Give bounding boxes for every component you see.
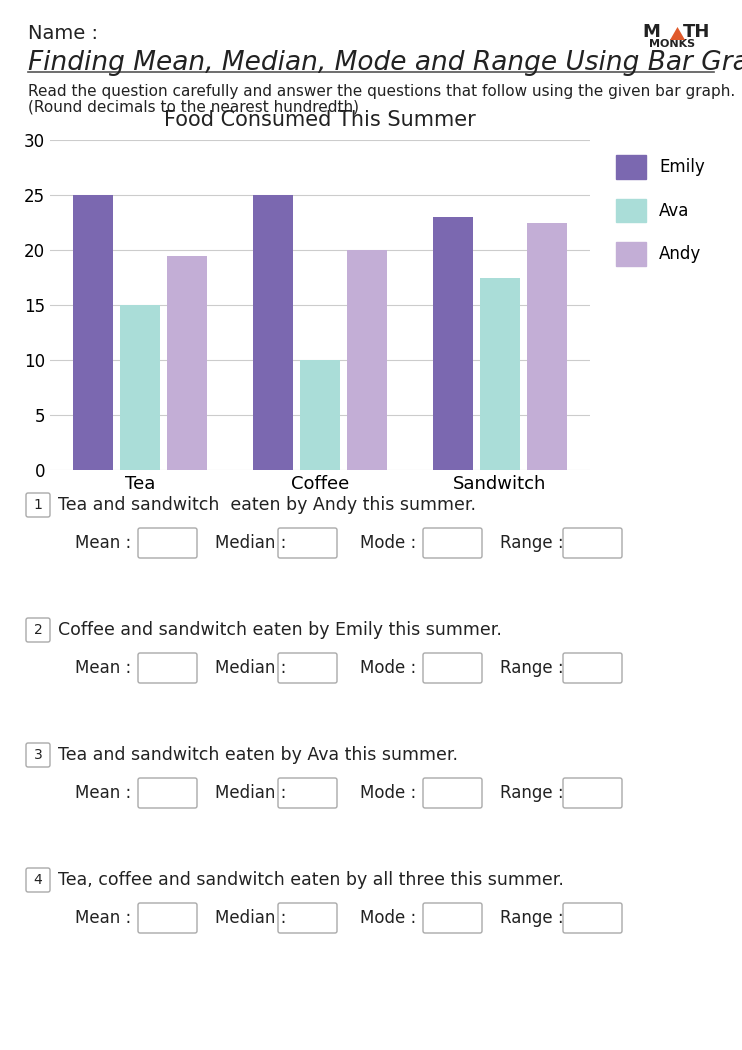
Text: Range :: Range :: [500, 659, 564, 677]
Text: Median :: Median :: [215, 784, 286, 802]
Text: Tea and sandwitch eaten by Ava this summer.: Tea and sandwitch eaten by Ava this summ…: [58, 746, 458, 764]
Text: Mean :: Mean :: [75, 534, 131, 552]
Text: Mean :: Mean :: [75, 909, 131, 927]
FancyBboxPatch shape: [563, 653, 622, 682]
FancyBboxPatch shape: [138, 778, 197, 808]
Polygon shape: [670, 27, 685, 40]
Title: Food Consumed This Summer: Food Consumed This Summer: [164, 110, 476, 130]
Text: Mode :: Mode :: [360, 659, 416, 677]
Bar: [480, 277, 520, 470]
Text: Name :: Name :: [28, 24, 98, 43]
FancyBboxPatch shape: [26, 868, 50, 892]
Bar: [254, 195, 293, 470]
Text: Median :: Median :: [215, 534, 286, 552]
FancyBboxPatch shape: [138, 528, 197, 558]
FancyBboxPatch shape: [26, 618, 50, 642]
Text: Range :: Range :: [500, 534, 564, 552]
Bar: [301, 360, 340, 470]
FancyBboxPatch shape: [278, 903, 337, 933]
Bar: [167, 255, 206, 470]
Text: Tea and sandwitch  eaten by Andy this summer.: Tea and sandwitch eaten by Andy this sum…: [58, 496, 476, 514]
Bar: [120, 304, 160, 470]
Text: Mode :: Mode :: [360, 909, 416, 927]
Text: M: M: [642, 23, 660, 41]
FancyBboxPatch shape: [138, 653, 197, 682]
FancyBboxPatch shape: [563, 528, 622, 558]
Text: Mode :: Mode :: [360, 534, 416, 552]
FancyBboxPatch shape: [26, 494, 50, 517]
Text: 2: 2: [33, 623, 42, 637]
FancyBboxPatch shape: [423, 903, 482, 933]
Text: Mean :: Mean :: [75, 659, 131, 677]
FancyBboxPatch shape: [26, 743, 50, 766]
Text: Read the question carefully and answer the questions that follow using the given: Read the question carefully and answer t…: [28, 84, 735, 99]
Text: 4: 4: [33, 873, 42, 887]
Text: Median :: Median :: [215, 659, 286, 677]
Text: MONKS: MONKS: [649, 39, 695, 49]
Bar: [73, 195, 113, 470]
FancyBboxPatch shape: [563, 903, 622, 933]
Text: 3: 3: [33, 748, 42, 762]
FancyBboxPatch shape: [423, 528, 482, 558]
FancyBboxPatch shape: [278, 528, 337, 558]
Text: Mean :: Mean :: [75, 784, 131, 802]
FancyBboxPatch shape: [423, 653, 482, 682]
Text: Median :: Median :: [215, 909, 286, 927]
Text: Range :: Range :: [500, 784, 564, 802]
FancyBboxPatch shape: [423, 778, 482, 808]
FancyBboxPatch shape: [563, 778, 622, 808]
Text: 1: 1: [33, 498, 42, 512]
Text: Finding Mean, Median, Mode and Range Using Bar Graph: Finding Mean, Median, Mode and Range Usi…: [28, 50, 742, 76]
Text: Range :: Range :: [500, 909, 564, 927]
FancyBboxPatch shape: [278, 778, 337, 808]
Text: TH: TH: [683, 23, 710, 41]
Text: (Round decimals to the nearest hundredth): (Round decimals to the nearest hundredth…: [28, 100, 359, 116]
Bar: [347, 250, 387, 470]
FancyBboxPatch shape: [138, 903, 197, 933]
Text: Mode :: Mode :: [360, 784, 416, 802]
Bar: [433, 217, 473, 470]
Bar: [527, 223, 567, 470]
Text: Tea, coffee and sandwitch eaten by all three this summer.: Tea, coffee and sandwitch eaten by all t…: [58, 872, 564, 889]
Text: Coffee and sandwitch eaten by Emily this summer.: Coffee and sandwitch eaten by Emily this…: [58, 621, 502, 639]
FancyBboxPatch shape: [278, 653, 337, 682]
Legend: Emily, Ava, Andy: Emily, Ava, Andy: [609, 148, 712, 272]
